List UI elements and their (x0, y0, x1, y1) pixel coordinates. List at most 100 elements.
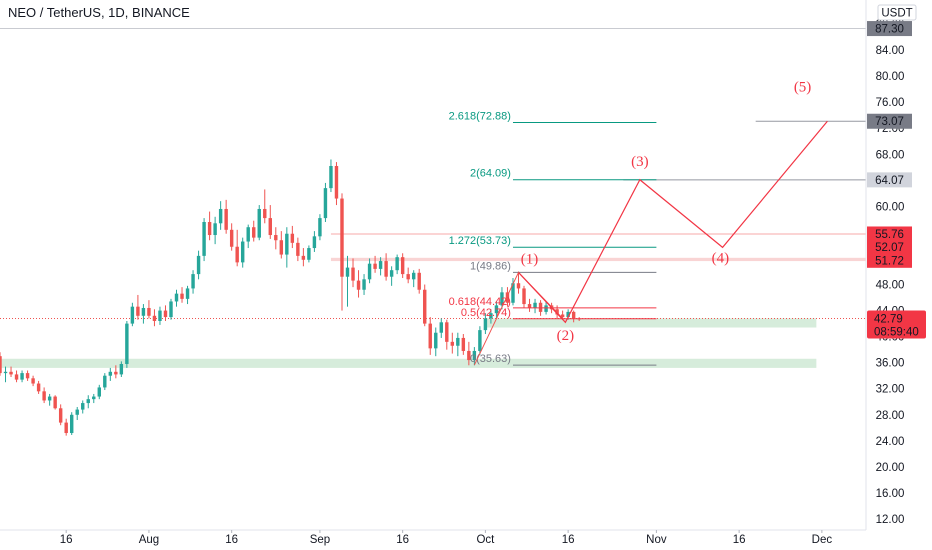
candle-body (97, 387, 101, 397)
candle-body (103, 375, 107, 388)
fib-level-label: 2(64.09) (470, 168, 511, 180)
candles-layer (0, 159, 581, 436)
candle-body (31, 378, 35, 384)
candle-body (274, 235, 278, 241)
candle-body (20, 373, 24, 380)
candle-body (340, 198, 344, 277)
time-tick-label: 16 (396, 534, 409, 546)
candle-body (544, 305, 548, 312)
candle-body (114, 371, 118, 375)
candle-body (417, 272, 421, 290)
price-tick-label: 60.00 (876, 201, 905, 213)
candle-body (64, 422, 68, 434)
candle-body (58, 408, 63, 423)
candle-body (329, 165, 333, 189)
candle-body (75, 409, 79, 415)
candle-body (323, 188, 328, 219)
candle-body (185, 288, 190, 299)
candle-body (533, 302, 537, 308)
candle-body (472, 350, 477, 361)
candle-body (560, 314, 565, 318)
candle-body (108, 371, 113, 376)
candle-body (196, 255, 201, 275)
candle-body (384, 261, 388, 277)
time-axis[interactable]: 16 Aug 16 Sep 16 Oct 16 Nov 16 Dec (60, 530, 833, 546)
candle-body (42, 391, 46, 401)
price-tag-box (867, 239, 912, 255)
time-tick-label: 16 (733, 534, 746, 546)
candle-body (511, 283, 515, 303)
price-tag-label: 51.72 (875, 255, 904, 267)
time-tick-label: Dec (812, 534, 833, 546)
candle-body (434, 332, 438, 349)
candle-body (207, 222, 212, 236)
candle-body (174, 293, 179, 302)
candle-body (428, 323, 432, 349)
candle-body (538, 302, 543, 312)
candle-body (141, 307, 146, 316)
candle-body (423, 289, 427, 324)
candle-body (86, 399, 90, 404)
chart-title: NEO / TetherUS, 1D, BINANCE (8, 5, 190, 20)
fib-extension-layer: 2.618(72.88) 2(64.09) 1.272(53.73) 1(49.86)… (449, 110, 657, 366)
candle-body (467, 350, 471, 361)
time-tick-label: 16 (60, 534, 73, 546)
wave-count-label: (4) (712, 250, 730, 266)
last-price-value: 42.79 (874, 313, 903, 325)
candle-body (494, 305, 499, 314)
candle-body (527, 304, 532, 308)
price-tick-label: 16.00 (876, 488, 905, 500)
candle-body (202, 222, 206, 256)
candle-body (224, 208, 228, 230)
candle-body (312, 236, 317, 249)
candle-body (406, 274, 410, 280)
fib-level-label: 0.5(42.74) (461, 307, 511, 319)
candle-body (411, 272, 416, 280)
wave-count-label: (2) (557, 328, 575, 344)
candle-body (373, 263, 377, 269)
candle-body (290, 233, 295, 243)
candle-body (516, 283, 521, 289)
price-tag-box (867, 21, 912, 37)
candle-body (152, 315, 157, 321)
price-tick-label: 36.00 (876, 358, 905, 370)
candle-body (334, 165, 339, 199)
price-tick-label: 48.00 (876, 280, 905, 292)
candle-body (351, 267, 355, 281)
candle-body (246, 227, 250, 242)
candle-body (307, 248, 311, 260)
candle-body (445, 322, 449, 342)
candle-body (478, 330, 482, 351)
candle-body (147, 307, 151, 316)
fib-anchor-line (473, 272, 519, 366)
candle-body (218, 208, 223, 224)
candle-body (240, 241, 245, 263)
time-tick-label: Oct (476, 534, 495, 546)
time-tick-label: Aug (139, 534, 159, 546)
wave-count-label: (3) (631, 154, 649, 170)
candle-body (119, 363, 124, 375)
candle-body (378, 261, 383, 269)
candle-body (180, 293, 184, 299)
price-tick-label: 32.00 (876, 384, 905, 396)
candle-body (69, 414, 74, 434)
candle-body (522, 288, 526, 305)
currency-badge[interactable]: USDT (877, 4, 917, 21)
demand-zone (0, 358, 817, 368)
currency-label: USDT (881, 8, 912, 20)
candle-body (252, 227, 256, 238)
candle-body (362, 279, 366, 290)
candle-body (456, 337, 460, 346)
price-tick-label: 80.00 (876, 71, 905, 83)
candle-body (505, 292, 510, 303)
elliott-wave-layer: (1) (2) (3) (4) (5) (518, 80, 828, 344)
price-tag-label: 55.76 (875, 229, 904, 241)
candle-body (555, 309, 559, 315)
fib-level-label: 0(35.63) (470, 353, 511, 365)
candle-body (356, 280, 361, 290)
candle-body (125, 323, 129, 364)
candle-body (461, 337, 466, 351)
